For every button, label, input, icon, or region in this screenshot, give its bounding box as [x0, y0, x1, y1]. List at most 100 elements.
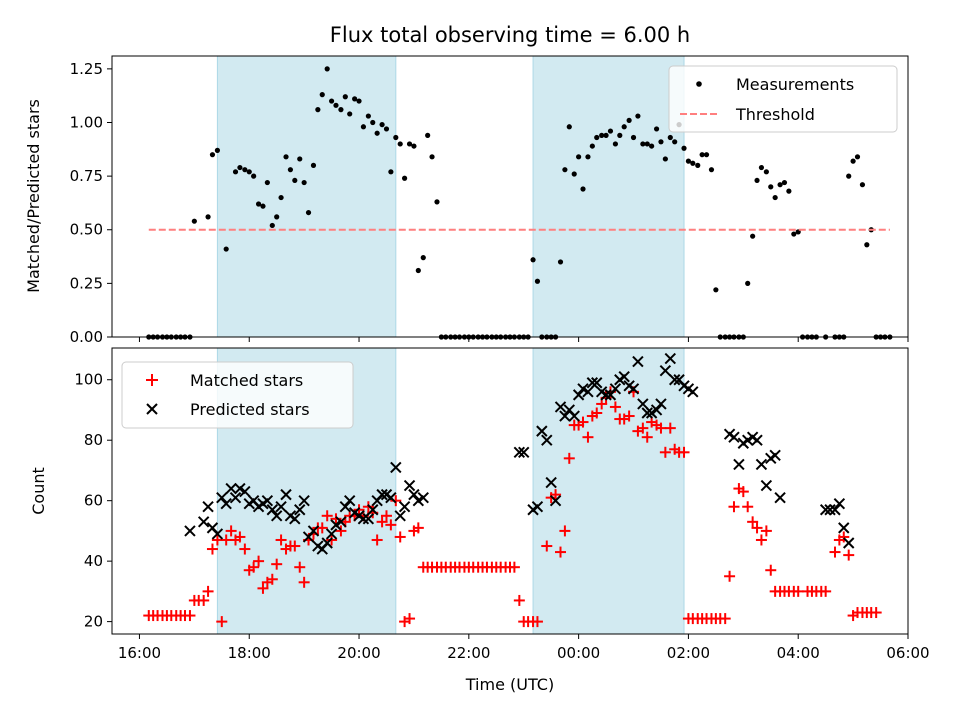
data-point [685, 158, 692, 164]
data-point [724, 570, 736, 582]
data-point [367, 504, 379, 516]
data-point [234, 531, 246, 543]
data-point [609, 401, 621, 413]
data-point [559, 525, 571, 537]
data-point [599, 132, 605, 138]
data-point [316, 522, 328, 534]
data-point [310, 162, 317, 168]
data-point [846, 173, 852, 179]
data-point [394, 531, 406, 543]
data-point [379, 122, 385, 128]
data-point [269, 222, 275, 229]
data-point [637, 398, 649, 410]
data-point [531, 616, 543, 628]
data-point [385, 491, 397, 504]
data-point [394, 510, 406, 522]
data-point [708, 167, 715, 173]
data-point [232, 169, 239, 175]
data-point [777, 182, 783, 188]
data-point [786, 188, 792, 194]
data-point [339, 501, 352, 513]
legend-label-measurements: Measurements [736, 75, 854, 94]
data-point [719, 613, 731, 625]
data-point [223, 246, 229, 252]
data-point [850, 158, 856, 164]
x-tick-label: 00:00 [557, 644, 600, 662]
data-point [513, 446, 526, 459]
data-point [640, 141, 646, 147]
data-point [370, 119, 376, 126]
data-point [594, 134, 600, 141]
data-point [623, 410, 635, 422]
data-point [838, 522, 850, 534]
data-point [390, 461, 402, 474]
flux-ratio-panel: 0.00 0.25 0.50 0.75 1.00 1.25 Flux total obse… [24, 23, 909, 346]
observing-intervals [216, 55, 685, 338]
data-point [229, 491, 242, 504]
data-point [742, 501, 754, 513]
data-point [687, 386, 699, 398]
data-point [429, 154, 435, 160]
data-point [420, 255, 426, 261]
data-point [859, 182, 866, 188]
data-point [398, 501, 411, 513]
data-point [772, 194, 778, 201]
data-point [264, 179, 270, 186]
data-point [513, 594, 525, 606]
data-point [755, 534, 767, 546]
data-point [774, 491, 786, 504]
data-point [781, 179, 788, 186]
data-point [197, 516, 210, 528]
data-point [198, 594, 210, 606]
y-tick-label: 1.00 [70, 113, 103, 131]
y-tick-label: 0.75 [70, 167, 103, 185]
data-point [864, 242, 870, 248]
data-point [751, 434, 763, 446]
data-point [562, 167, 568, 173]
star-count-panel: 20 40 60 80 100 16:00 18:00 20:00 22:00 00:00 02:0… [29, 347, 930, 694]
shaded-interval [216, 55, 397, 338]
data-point [678, 446, 690, 458]
data-point [672, 139, 678, 145]
data-point [298, 576, 310, 588]
data-point [658, 139, 664, 145]
data-point [545, 476, 557, 489]
data-point [760, 525, 772, 537]
legend-label-matched: Matched stars [190, 371, 303, 390]
data-point [829, 504, 841, 516]
data-point [206, 543, 218, 555]
data-point [271, 558, 283, 570]
data-point [555, 546, 567, 558]
data-point [763, 169, 769, 175]
data-point [534, 278, 541, 284]
data-point [626, 117, 632, 123]
data-point [393, 134, 399, 141]
data-point [404, 613, 416, 625]
data-point [425, 132, 431, 138]
data-point [253, 555, 265, 567]
data-point [838, 531, 850, 543]
data-point [411, 143, 417, 149]
data-point [260, 203, 266, 209]
data-point [292, 177, 298, 184]
data-point [184, 525, 196, 537]
data-point [577, 416, 589, 428]
x-tick-label: 22:00 [447, 644, 490, 662]
data-point [184, 610, 196, 622]
x-tick-label: 06:00 [886, 644, 929, 662]
data-point [342, 94, 348, 100]
data-point [563, 452, 575, 464]
y-tick-label: 1.25 [70, 60, 103, 78]
data-point [635, 113, 641, 119]
data-point [325, 528, 338, 540]
data-point [205, 214, 211, 220]
x-tick-label: 02:00 [667, 644, 710, 662]
data-point [699, 152, 705, 158]
data-point [412, 522, 424, 534]
data-point [220, 534, 232, 546]
data-point [347, 111, 353, 117]
data-point [362, 513, 375, 525]
data-point [662, 156, 668, 162]
x-axis-label: Time (UTC) [465, 675, 554, 694]
